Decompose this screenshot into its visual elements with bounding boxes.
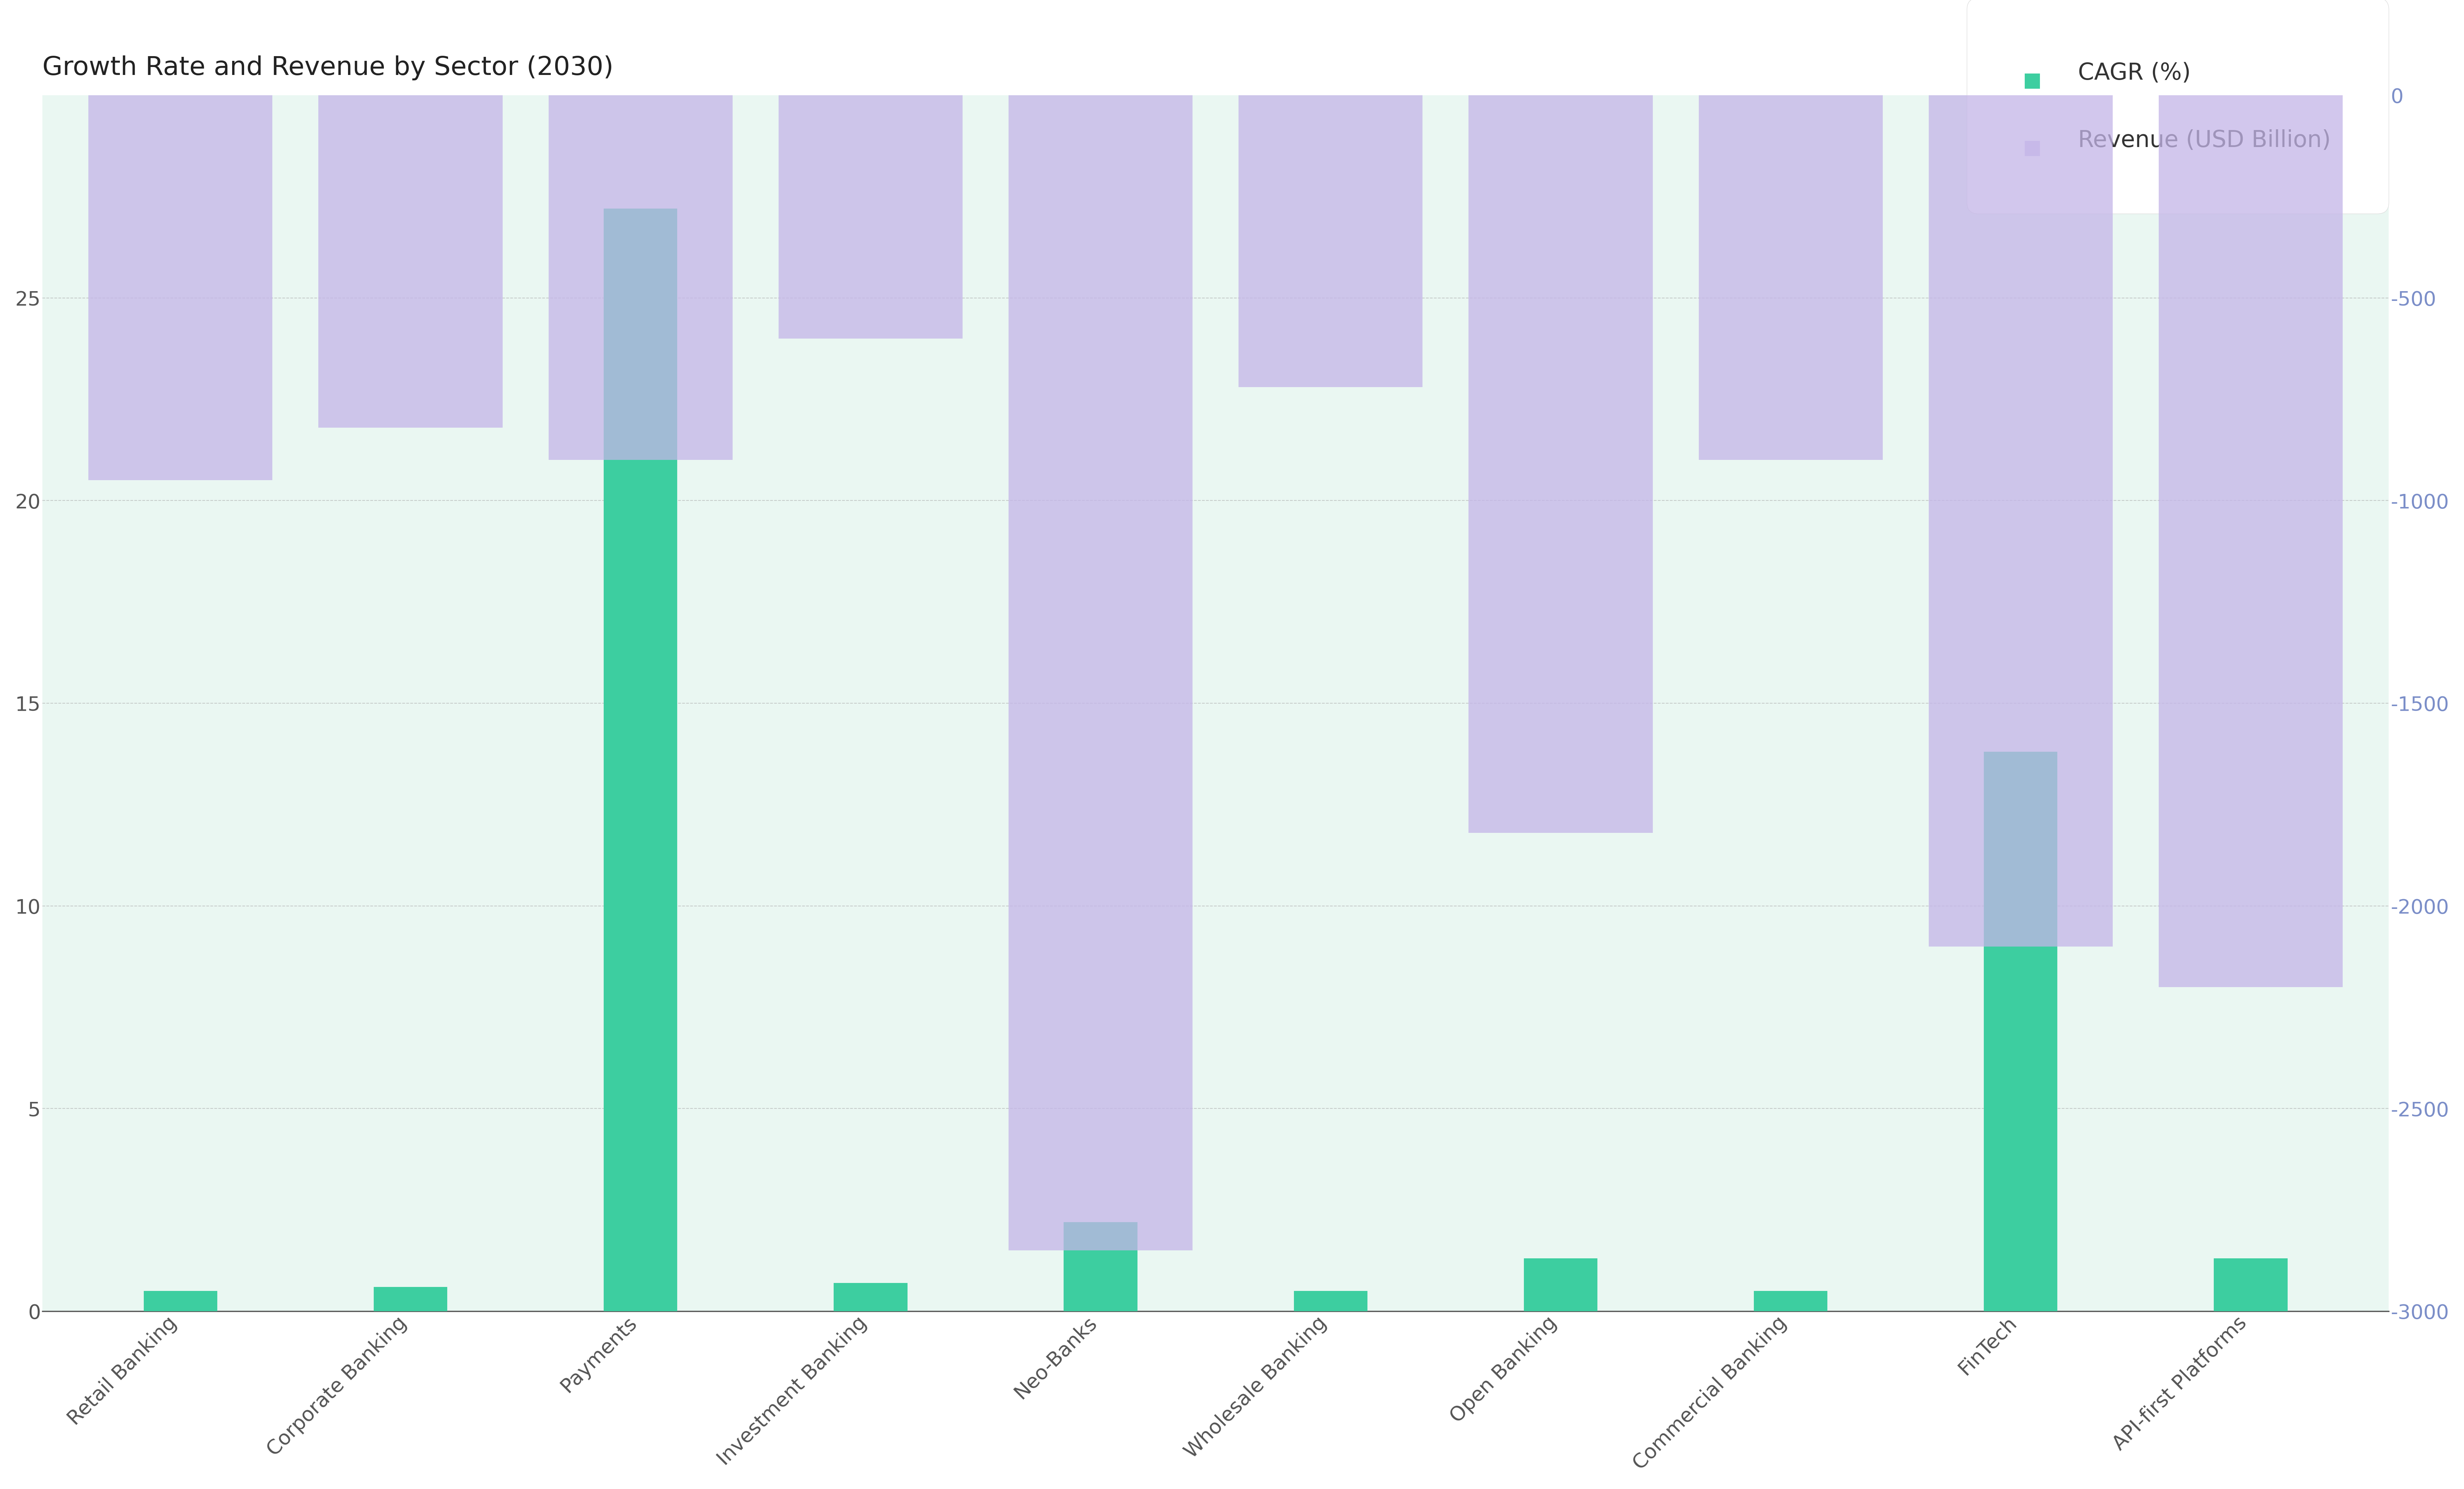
Bar [604,208,678,1312]
Bar [1469,95,1653,832]
Bar [2158,95,2343,987]
Legend: CAGR (%), Revenue (USD Billion): CAGR (%), Revenue (USD Billion) [1979,9,2378,203]
Bar [318,95,503,427]
Bar [89,95,274,481]
Bar [1239,95,1422,387]
Bar [2213,1258,2287,1312]
Bar [833,1284,907,1312]
Bar [779,95,963,338]
Bar [1698,95,1882,460]
Text: Growth Rate and Revenue by Sector (2030): Growth Rate and Revenue by Sector (2030) [42,55,614,80]
Bar [1008,95,1193,1251]
Bar [375,1286,448,1312]
Bar [143,1291,217,1312]
Bar [1754,1291,1828,1312]
Bar [1064,1222,1138,1312]
Bar [549,95,732,460]
Bar [1294,1291,1368,1312]
Bar [1929,95,2112,947]
Bar [1984,752,2057,1312]
Bar [1523,1258,1597,1312]
